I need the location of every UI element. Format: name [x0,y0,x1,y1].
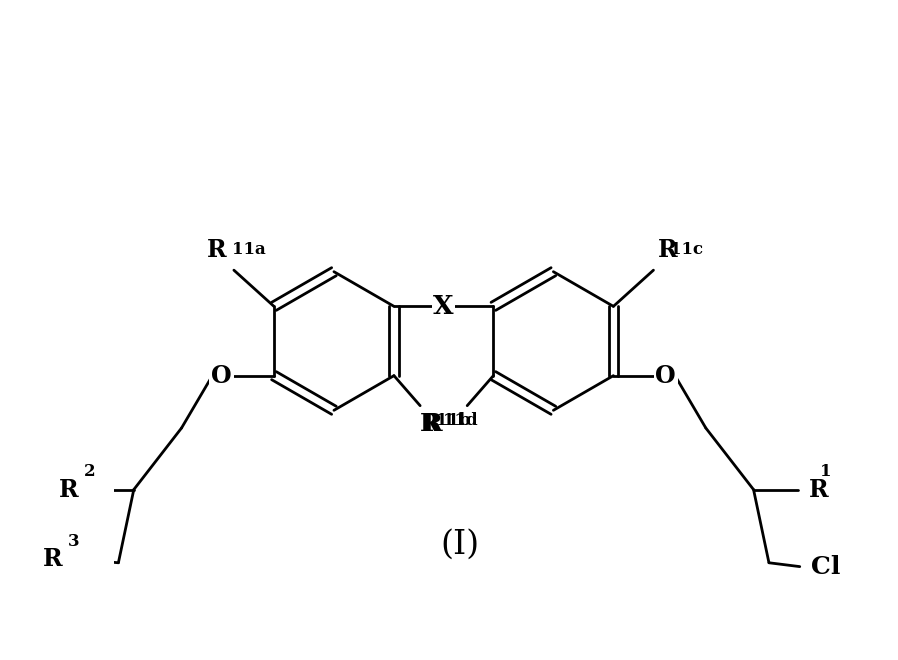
Text: Cl: Cl [811,554,840,579]
Text: R: R [207,238,226,263]
Text: O: O [211,364,232,387]
Text: 11a: 11a [232,241,265,258]
Text: O: O [656,364,676,387]
Text: 3: 3 [68,533,80,550]
Text: R: R [658,238,678,263]
Text: 2: 2 [84,463,95,480]
Text: R: R [58,478,78,502]
Text: 11d: 11d [444,412,478,429]
Text: 1: 1 [820,463,832,480]
Text: 11c: 11c [671,241,703,258]
Text: R: R [43,547,63,571]
Text: (I): (I) [441,529,480,561]
Text: R: R [423,412,443,436]
Text: X: X [434,294,454,319]
Text: R: R [809,478,829,502]
Text: 11b: 11b [436,412,471,429]
Text: R: R [420,412,440,436]
